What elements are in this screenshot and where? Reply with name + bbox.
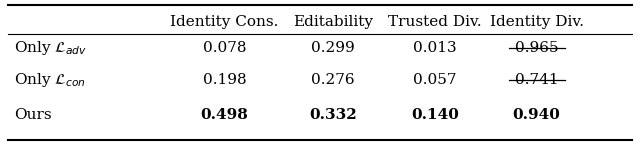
Text: 0.057: 0.057	[413, 73, 456, 87]
Text: 0.140: 0.140	[411, 108, 459, 122]
Text: 0.741: 0.741	[515, 73, 559, 87]
Text: 0.299: 0.299	[311, 41, 355, 55]
Text: Ours: Ours	[14, 108, 52, 122]
Text: 0.078: 0.078	[203, 41, 246, 55]
Text: 0.940: 0.940	[513, 108, 561, 122]
Text: 0.198: 0.198	[203, 73, 246, 87]
Text: Editability: Editability	[292, 15, 372, 29]
Text: 0.965: 0.965	[515, 41, 559, 55]
Text: 0.498: 0.498	[200, 108, 248, 122]
Text: Trusted Div.: Trusted Div.	[388, 15, 481, 29]
Text: Only $\mathcal{L}_{con}$: Only $\mathcal{L}_{con}$	[14, 71, 86, 89]
Text: Identity Cons.: Identity Cons.	[170, 15, 278, 29]
Text: Identity Div.: Identity Div.	[490, 15, 584, 29]
Text: 0.332: 0.332	[309, 108, 356, 122]
Text: Only $\mathcal{L}_{adv}$: Only $\mathcal{L}_{adv}$	[14, 39, 87, 57]
Text: 0.276: 0.276	[311, 73, 355, 87]
Text: 0.013: 0.013	[413, 41, 456, 55]
